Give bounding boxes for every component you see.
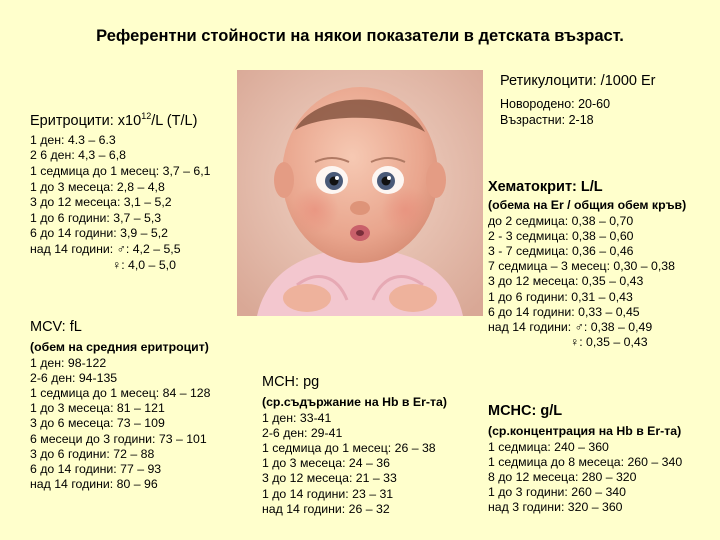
hematocrit-line: 2 - 3 седмица: 0,38 – 0,60 bbox=[488, 228, 634, 243]
mch-block: MCH: pg (ср.съдържание на Hb в Er-та) 1 … bbox=[262, 373, 447, 517]
mchc-line: над 3 години: 320 – 360 bbox=[488, 500, 623, 515]
erythrocytes-line: 1 седмица до 1 месец: 3,7 – 6,1 bbox=[30, 164, 211, 179]
mcv-line: 1 до 3 месеца: 81 – 121 bbox=[30, 401, 165, 416]
mchc-line: 8 до 12 месеца: 280 – 320 bbox=[488, 469, 637, 484]
mchc-line: 1 седмица до 8 месеца: 260 – 340 bbox=[488, 454, 683, 469]
mch-line: 1 седмица до 1 месец: 26 – 38 bbox=[262, 440, 436, 455]
mcv-line: 2-6 ден: 94-135 bbox=[30, 370, 118, 385]
hematocrit-line: ♀: 0,35 – 0,43 bbox=[488, 335, 648, 350]
mcv-line: 1 седмица до 1 месец: 84 – 128 bbox=[30, 385, 211, 400]
mch-subheading: (ср.съдържание на Hb в Er-та) bbox=[262, 395, 447, 409]
mch-line: 1 до 14 години: 23 – 31 bbox=[262, 486, 394, 501]
hematocrit-line: 3 - 7 седмица: 0,36 – 0,46 bbox=[488, 243, 634, 258]
mcv-line: над 14 години: 80 – 96 bbox=[30, 477, 158, 492]
mch-line: 2-6 ден: 29-41 bbox=[262, 425, 343, 440]
mchc-line: 1 до 3 години: 260 – 340 bbox=[488, 485, 626, 500]
mcv-line: 3 до 6 месеца: 73 – 109 bbox=[30, 416, 165, 431]
reticulocytes-line: Възрастни: 2-18 bbox=[500, 113, 594, 127]
hematocrit-line: 3 до 12 месеца: 0,35 – 0,43 bbox=[488, 274, 644, 289]
mcv-heading: MCV: fL bbox=[30, 319, 82, 335]
erythrocytes-line: над 14 години: ♂: 4,2 – 5,5 bbox=[30, 241, 181, 256]
hematocrit-line: 6 до 14 години: 0,33 – 0,45 bbox=[488, 304, 640, 319]
erythrocytes-line: 1 до 3 месеца: 2,8 – 4,8 bbox=[30, 179, 165, 194]
reticulocytes-line: Новородено: 20-60 bbox=[500, 97, 611, 111]
erythrocytes-line: 1 до 6 години: 3,7 – 5,3 bbox=[30, 210, 162, 225]
hematocrit-block: Хематокрит: L/L (обема на Er / общия обе… bbox=[488, 178, 686, 350]
baby-photo bbox=[237, 70, 483, 316]
erythrocytes-line: 2 6 ден: 4,3 – 6,8 bbox=[30, 148, 127, 163]
mch-line: 1 ден: 33-41 bbox=[262, 410, 332, 425]
erythrocytes-heading-exponent: 12 bbox=[141, 111, 152, 121]
erythrocytes-line: 3 до 12 месеца: 3,1 – 5,2 bbox=[30, 195, 172, 210]
mch-line: 3 до 12 месеца: 21 – 33 bbox=[262, 471, 397, 486]
hematocrit-line: до 2 седмица: 0,38 – 0,70 bbox=[488, 213, 634, 228]
mcv-line: 6 до 14 години: 77 – 93 bbox=[30, 461, 162, 476]
slide-title: Референтни стойности на някои показатели… bbox=[96, 27, 624, 45]
hematocrit-line: над 14 години: ♂: 0,38 – 0,49 bbox=[488, 319, 653, 334]
hematocrit-heading: Хематокрит: L/L bbox=[488, 179, 603, 195]
erythrocytes-heading-prefix: Еритроцити: x10 bbox=[30, 112, 142, 129]
mch-heading: MCH: pg bbox=[262, 374, 320, 390]
erythrocytes-line: ♀: 4,0 – 5,0 bbox=[30, 257, 176, 272]
hematocrit-subheading: (обема на Er / общия обем кръв) bbox=[488, 198, 687, 212]
erythrocytes-heading-suffix: /L (T/L) bbox=[151, 112, 198, 129]
mcv-line: 6 месеци до 3 години: 73 – 101 bbox=[30, 431, 207, 446]
reticulocytes-block: Ретикулоцити: /1000 Er Новородено: 20-60… bbox=[500, 72, 656, 128]
erythrocytes-heading: Еритроцити: x1012/L (T/L) bbox=[30, 107, 210, 130]
hematocrit-line: 1 до 6 години: 0,31 – 0,43 bbox=[488, 289, 633, 304]
mchc-block: MCHC: g/L (ср.концентрация на Hb в Er-та… bbox=[488, 402, 682, 516]
erythrocytes-block: Еритроцити: x1012/L (T/L) 1 ден: 4.3 – 6… bbox=[30, 107, 210, 273]
mchc-subheading: (ср.концентрация на Hb в Er-та) bbox=[488, 424, 682, 438]
reticulocytes-heading: Ретикулоцити: /1000 Er bbox=[500, 73, 656, 89]
baby-illustration bbox=[237, 70, 483, 316]
mcv-line: 3 до 6 години: 72 – 88 bbox=[30, 446, 155, 461]
erythrocytes-line: 1 ден: 4.3 – 6.3 bbox=[30, 132, 116, 147]
mch-line: 1 до 3 месеца: 24 – 36 bbox=[262, 456, 390, 471]
erythrocytes-line: 6 до 14 години: 3,9 – 5,2 bbox=[30, 226, 168, 241]
mcv-line: 1 ден: 98-122 bbox=[30, 355, 107, 370]
mch-line: над 14 години: 26 – 32 bbox=[262, 501, 390, 516]
mchc-line: 1 седмица: 240 – 360 bbox=[488, 439, 609, 454]
mcv-subheading: (обем на средния еритроцит) bbox=[30, 340, 209, 354]
mcv-block: MCV: fL (обем на средния еритроцит) 1 де… bbox=[30, 318, 210, 492]
mchc-heading: MCHC: g/L bbox=[488, 403, 563, 419]
hematocrit-line: 7 седмица – 3 месец: 0,30 – 0,38 bbox=[488, 259, 675, 274]
